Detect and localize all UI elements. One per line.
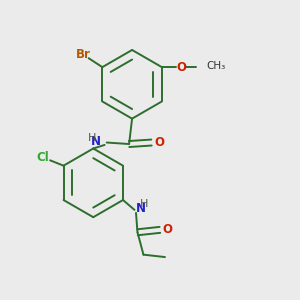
Text: O: O: [162, 224, 172, 236]
Text: N: N: [136, 202, 146, 215]
Text: CH₃: CH₃: [206, 61, 225, 71]
Text: N: N: [91, 135, 101, 148]
Text: O: O: [154, 136, 164, 149]
Text: Br: Br: [76, 48, 90, 61]
Text: H: H: [140, 200, 148, 209]
Text: Cl: Cl: [37, 152, 50, 164]
Text: O: O: [176, 61, 186, 74]
Text: H: H: [88, 133, 97, 143]
